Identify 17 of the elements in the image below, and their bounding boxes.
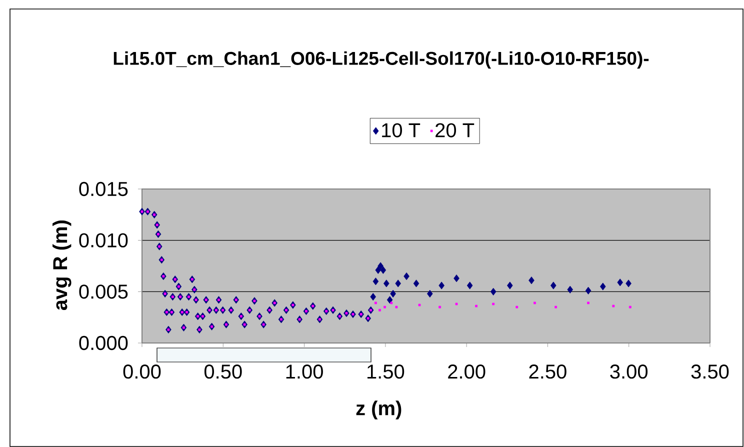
legend-label: 10 T [382, 123, 420, 138]
x-tick-label: 1.50 [367, 364, 404, 379]
y-tick-label: 0.000 [79, 336, 128, 350]
x-tick-label: 2.50 [529, 364, 566, 379]
chart-title: Li15.0T_cm_Chan1_O06-Li125-Cell-Sol170(-Li10-O10-RF150)- [114, 51, 649, 69]
y-tick-label: 0.005 [79, 284, 128, 299]
x-tick-label: 1.00 [286, 364, 323, 379]
x-tick-label: 3.50 [691, 364, 729, 379]
x-axis-title: z (m) [356, 400, 402, 420]
y-tick-label: 0.010 [79, 233, 128, 248]
x-tick-label: 3.00 [610, 364, 648, 379]
x-tick-label: 2.00 [448, 364, 486, 379]
y-tick-label: 0.015 [79, 182, 128, 196]
x-tick-label: 0.00 [123, 364, 161, 379]
legend-label: 20 T [436, 123, 474, 138]
y-axis-title: avg R (m) [52, 220, 72, 310]
x-tick-label: 0.50 [204, 364, 242, 379]
